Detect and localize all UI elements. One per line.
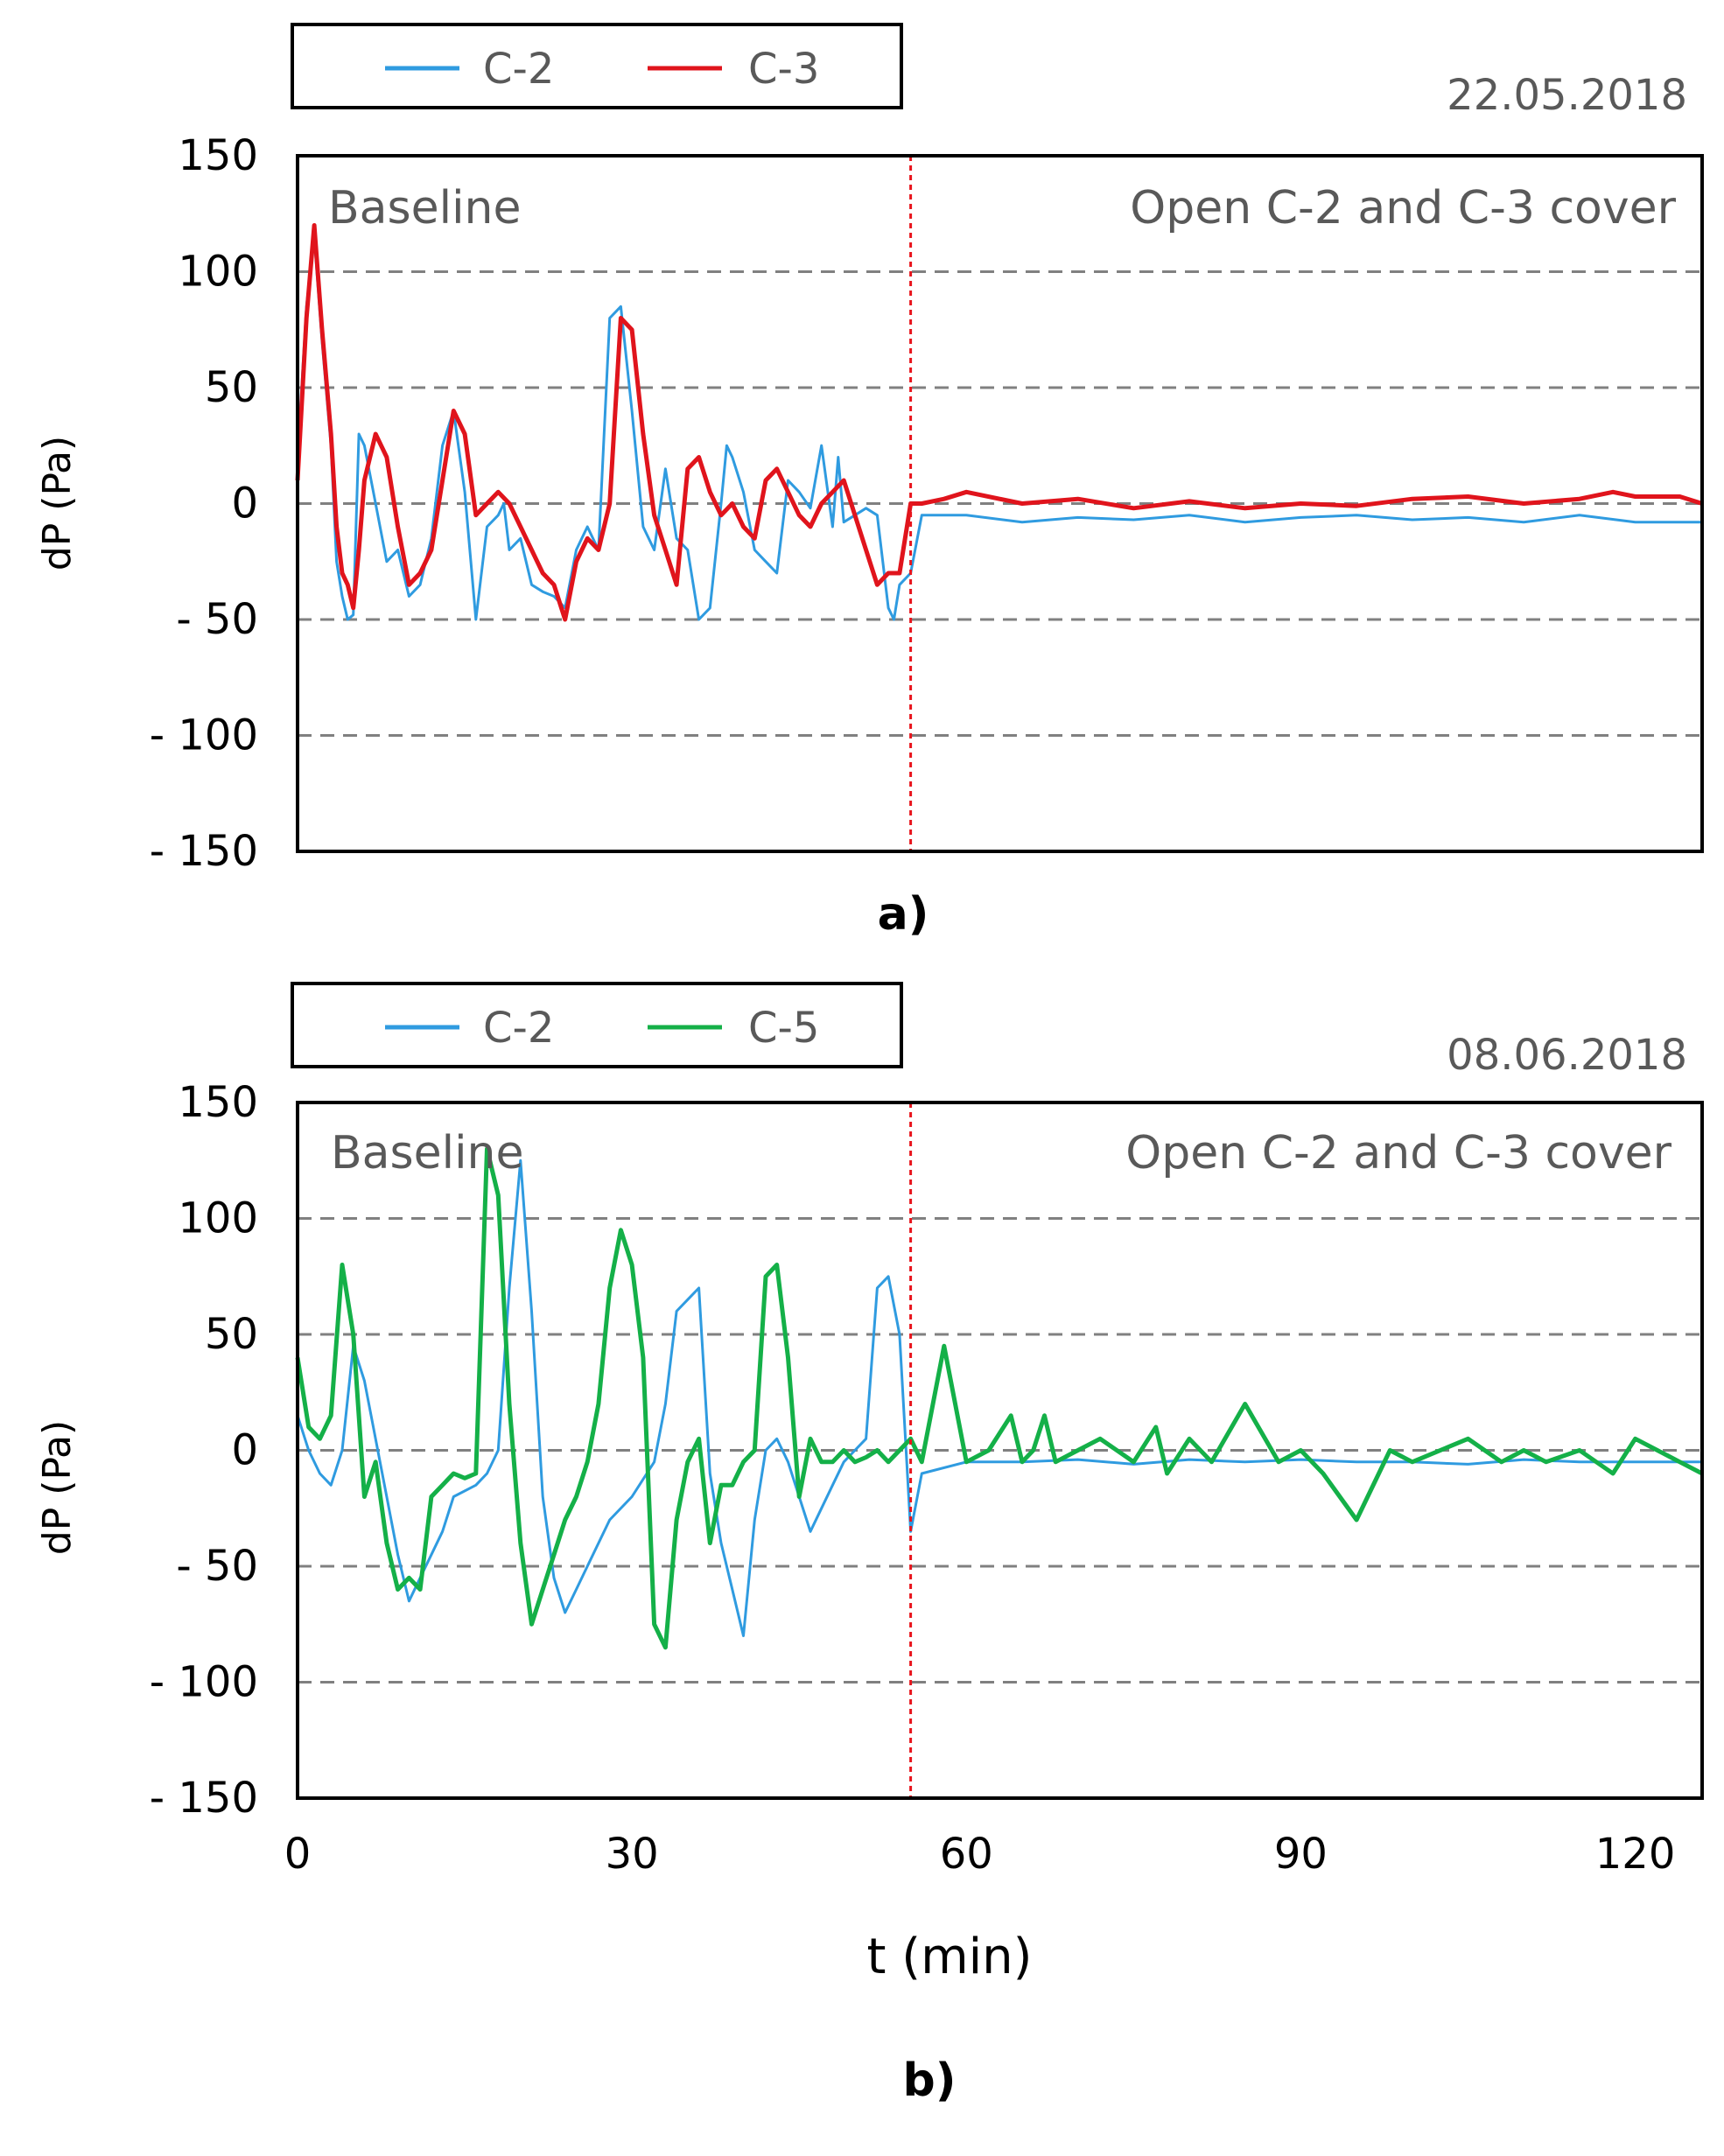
y-tick-label: - 150 <box>150 827 258 876</box>
panel-a: C-2 C-3 22.05.2018 150 100 50 0 - 50 - 100 - 1… <box>35 23 1704 941</box>
y-tick-label: - 50 <box>176 1542 258 1591</box>
y-tick-labels-b: 150 100 50 0 - 50 - 100 - 150 <box>150 1078 258 1823</box>
series-line-c-5 <box>295 1146 1704 1650</box>
panel-b: C-2 C-5 08.06.2018 150 100 50 0 - 50 - 100 - 1… <box>35 982 1704 2107</box>
series-a <box>295 223 1703 622</box>
annotation-open-cover-b: Open C-2 and C-3 cover <box>1125 1127 1671 1180</box>
x-tick-label: 60 <box>940 1830 993 1879</box>
plot-frame-a <box>296 154 1704 853</box>
series-b <box>295 1146 1704 1650</box>
y-tick-label: 150 <box>178 131 258 180</box>
panel-label-b: b) <box>903 2054 957 2107</box>
annotation-baseline-a: Baseline <box>328 182 521 234</box>
y-tick-label: 0 <box>231 480 258 528</box>
y-tick-label: 50 <box>205 1310 258 1359</box>
panel-label-a: a) <box>878 888 929 941</box>
y-axis-label-a: dP (Pa) <box>35 436 80 570</box>
y-tick-label: - 50 <box>176 595 258 644</box>
plot-frame-b <box>296 1101 1704 1800</box>
date-label-b: 08.06.2018 <box>1447 1031 1687 1080</box>
legend-label-b-c5: C-5 <box>748 1004 819 1053</box>
y-tick-label: 100 <box>178 1194 258 1243</box>
y-tick-label: - 100 <box>150 711 258 760</box>
legend-label-a-c2: C-2 <box>483 45 554 94</box>
gridlines-b <box>298 1217 1702 1684</box>
gridlines-a <box>298 270 1702 737</box>
y-tick-label: 0 <box>231 1426 258 1475</box>
y-tick-label: - 150 <box>150 1774 258 1823</box>
x-tick-label: 30 <box>606 1830 659 1879</box>
x-tick-label: 120 <box>1595 1830 1676 1879</box>
y-axis-label-b: dP (Pa) <box>35 1420 80 1555</box>
y-tick-labels-a: 150 100 50 0 - 50 - 100 - 150 <box>150 131 258 876</box>
annotation-baseline-b: Baseline <box>331 1127 523 1180</box>
x-tick-label: 90 <box>1274 1830 1328 1879</box>
date-label-a: 22.05.2018 <box>1447 71 1687 120</box>
x-tick-label: 0 <box>284 1830 312 1879</box>
y-tick-label: 150 <box>178 1078 258 1127</box>
y-tick-label: - 100 <box>150 1658 258 1707</box>
y-tick-label: 50 <box>205 363 258 412</box>
annotation-open-cover-a: Open C-2 and C-3 cover <box>1130 182 1676 234</box>
series-line-c-3 <box>295 223 1703 622</box>
legend-label-a-c3: C-3 <box>748 45 819 94</box>
y-tick-label: 100 <box>178 248 258 297</box>
series-line-c-2 <box>296 235 1702 621</box>
x-tick-labels-b: 0 30 60 90 120 <box>284 1830 1676 1879</box>
x-axis-label: t (min) <box>866 1928 1032 1985</box>
legend-label-b-c2: C-2 <box>483 1004 554 1053</box>
